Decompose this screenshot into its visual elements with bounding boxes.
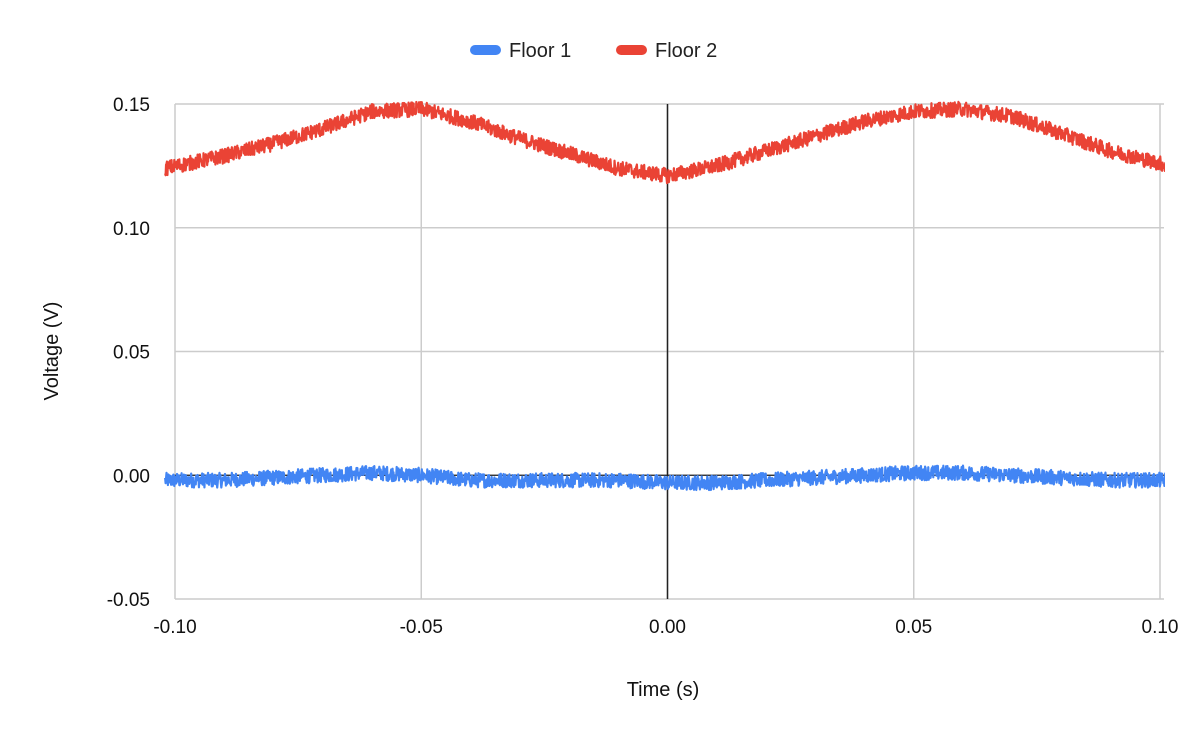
legend-swatch: [470, 45, 501, 55]
y-tick-label: 0.10: [113, 219, 150, 240]
y-axis-title: Voltage (V): [41, 302, 63, 401]
y-tick-label: 0.05: [113, 343, 150, 364]
legend-item: Floor 1: [470, 40, 571, 62]
x-tick-label: 0.05: [895, 617, 932, 638]
series-line-2: [164, 100, 1165, 185]
y-tick-label: 0.00: [113, 466, 150, 487]
y-tick-label: -0.05: [107, 590, 150, 611]
legend-label: Floor 1: [509, 40, 571, 62]
y-tick-label: 0.15: [113, 95, 150, 116]
series-layer: [164, 100, 1165, 492]
x-tick-label: 0.10: [1142, 617, 1179, 638]
x-tick-label: -0.10: [153, 617, 196, 638]
x-tick-label: 0.00: [649, 617, 686, 638]
legend-label: Floor 2: [655, 40, 717, 62]
tick-labels: -0.050.000.050.100.15-0.10 -0.05 0.00 0.05 0…: [107, 95, 1179, 638]
legend-item: Floor 2: [616, 40, 717, 62]
series-line-1: [164, 464, 1165, 492]
x-tick-label: -0.05: [400, 617, 443, 638]
legend: Floor 1 Floor 2: [470, 40, 717, 62]
legend-swatch: [616, 45, 647, 55]
x-axis-title: Time (s): [627, 679, 700, 701]
